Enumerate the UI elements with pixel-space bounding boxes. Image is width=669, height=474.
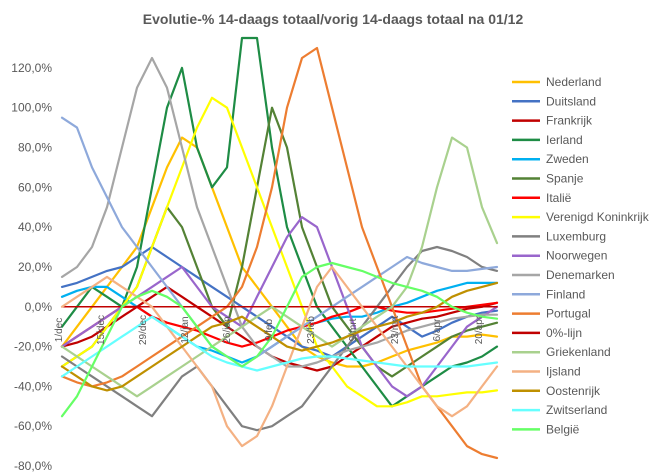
legend-label: Zwitserland xyxy=(546,403,607,417)
y-tick-label: 80,0% xyxy=(18,141,52,155)
y-tick-label: 60,0% xyxy=(18,180,52,194)
x-tick-label: 23/feb xyxy=(306,316,317,344)
legend-label: Frankrijk xyxy=(546,114,593,128)
x-tick-label: 20/apr xyxy=(474,315,485,344)
legend-label: Italië xyxy=(546,191,572,205)
x-axis: 1/dec 15/dec 29/dec 12/jan 26/jan 9/feb 23/feb… xyxy=(54,315,485,345)
y-tick-label: 120,0% xyxy=(11,61,52,75)
y-tick-label: -20,0% xyxy=(14,340,52,354)
y-axis: 120,0% 100,0% 80,0% 60,0% 40,0% 20,0% 0,0% -20,… xyxy=(11,61,52,473)
legend-label: Oostenrijk xyxy=(546,384,601,398)
y-tick-label: 40,0% xyxy=(18,220,52,234)
legend-label: Noorwegen xyxy=(546,249,607,263)
legend-label: Zweden xyxy=(546,152,589,166)
plot-area xyxy=(60,36,499,460)
legend-label: Ierland xyxy=(546,133,583,147)
x-tick-label: 29/dec xyxy=(138,315,149,345)
series-line xyxy=(60,56,499,368)
legend-label: Portugal xyxy=(546,307,591,321)
series-line xyxy=(60,96,499,408)
y-tick-label: 20,0% xyxy=(18,260,52,274)
y-tick-label: 100,0% xyxy=(11,101,52,115)
series-line xyxy=(60,136,499,398)
legend-label: Ijsland xyxy=(546,365,581,379)
y-tick-label: -60,0% xyxy=(14,419,52,433)
x-tick-label: 26/jan xyxy=(222,316,233,343)
x-tick-label: 1/dec xyxy=(54,318,65,342)
chart-title: Evolutie-% 14-daags totaal/vorig 14-daag… xyxy=(143,11,524,27)
y-tick-label: -80,0% xyxy=(14,459,52,473)
legend-label: Verenigd Koninkrijk xyxy=(546,210,650,224)
legend-label: Finland xyxy=(546,287,585,301)
series-line xyxy=(60,265,499,448)
series-line xyxy=(60,245,499,432)
legend-label: Nederland xyxy=(546,75,601,89)
legend-label: Denemarken xyxy=(546,268,615,282)
x-tick-label: 23/mrt xyxy=(390,316,401,345)
x-tick-label: 15/dec xyxy=(96,315,107,345)
series-line xyxy=(60,136,499,368)
x-tick-label: 9/mrt xyxy=(348,318,359,341)
legend-label: België xyxy=(546,422,580,436)
legend-label: Spanje xyxy=(546,172,584,186)
legend-label: Griekenland xyxy=(546,345,611,359)
legend: Nederland Duitsland Frankrijk Ierland Zweden… xyxy=(512,75,650,436)
legend-label: Duitsland xyxy=(546,94,596,108)
series-line xyxy=(60,281,499,392)
x-tick-label: 6/apr xyxy=(432,318,443,341)
x-tick-label: 12/jan xyxy=(180,316,191,343)
legend-label: Luxemburg xyxy=(546,229,606,243)
x-tick-label: 9/feb xyxy=(264,318,275,341)
legend-label: 0%-lijn xyxy=(546,326,582,340)
series-line xyxy=(60,285,499,372)
series-line xyxy=(60,261,499,418)
series-line xyxy=(60,315,499,378)
y-tick-label: 0,0% xyxy=(25,300,53,314)
series-line xyxy=(60,245,499,358)
y-tick-label: -40,0% xyxy=(14,379,52,393)
